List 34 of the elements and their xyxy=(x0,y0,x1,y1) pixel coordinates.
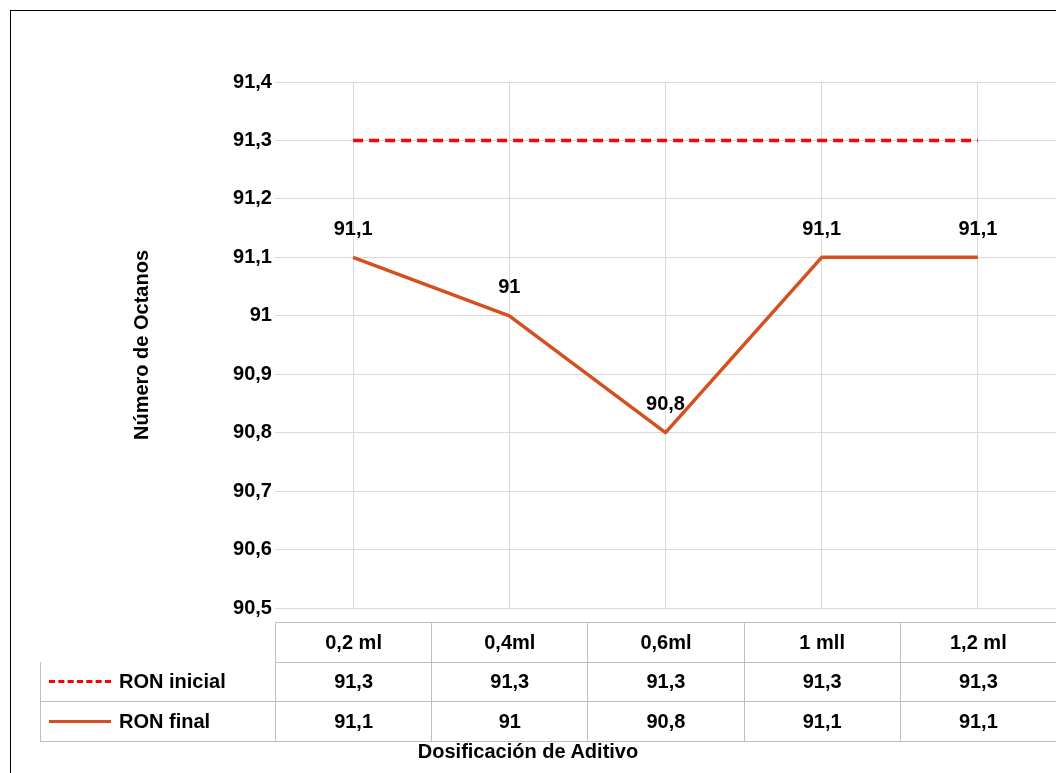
data-label: 91,3 xyxy=(275,662,432,702)
data-label: 91 xyxy=(498,710,521,732)
data-label: 91,3 xyxy=(899,662,1056,702)
text: 91,1 xyxy=(802,216,842,239)
x-tick-label: 0,2 ml xyxy=(275,623,432,663)
y-tick-label: 91,3 xyxy=(233,127,272,150)
x-axis-title: Dosificación de Aditivo xyxy=(416,740,640,763)
data-label: 91,3 xyxy=(431,662,588,702)
data-label: 91,3 xyxy=(587,662,744,702)
y-tick-label: 90,9 xyxy=(233,361,272,384)
legend-label: RON final xyxy=(119,710,211,733)
y-tick-label: 91,4 xyxy=(233,69,273,92)
data-label: 90,8 xyxy=(646,710,686,732)
text: 91,1 xyxy=(958,216,998,239)
x-tick-label: 0,6ml xyxy=(587,623,744,663)
text: 91 xyxy=(498,275,521,298)
y-tick-label: 91,1 xyxy=(233,244,272,267)
data-label: 91,1 xyxy=(334,710,374,732)
data-label: 91,3 xyxy=(743,662,900,702)
y-axis-title: Número de Octanos xyxy=(129,249,152,441)
y-tick-label: 91,2 xyxy=(233,186,272,209)
x-tick-label: 0,4ml xyxy=(431,623,588,663)
text: 91,1 xyxy=(333,216,373,239)
data-label: 91,1 xyxy=(899,702,1056,742)
x-tick-label: 1 mll xyxy=(743,623,900,663)
x-tick-label: 1,2 ml xyxy=(899,623,1056,663)
y-tick-label: 90,7 xyxy=(233,478,272,501)
y-tick-label: 90,6 xyxy=(233,537,272,560)
y-tick-label: 91 xyxy=(249,303,272,326)
y-tick-label: 90,5 xyxy=(233,595,272,618)
y-tick-label: 90,8 xyxy=(233,420,272,443)
text: 90,8 xyxy=(646,392,685,415)
legend-label: RON inicial xyxy=(119,670,226,693)
data-label: 91,1 xyxy=(743,702,900,742)
